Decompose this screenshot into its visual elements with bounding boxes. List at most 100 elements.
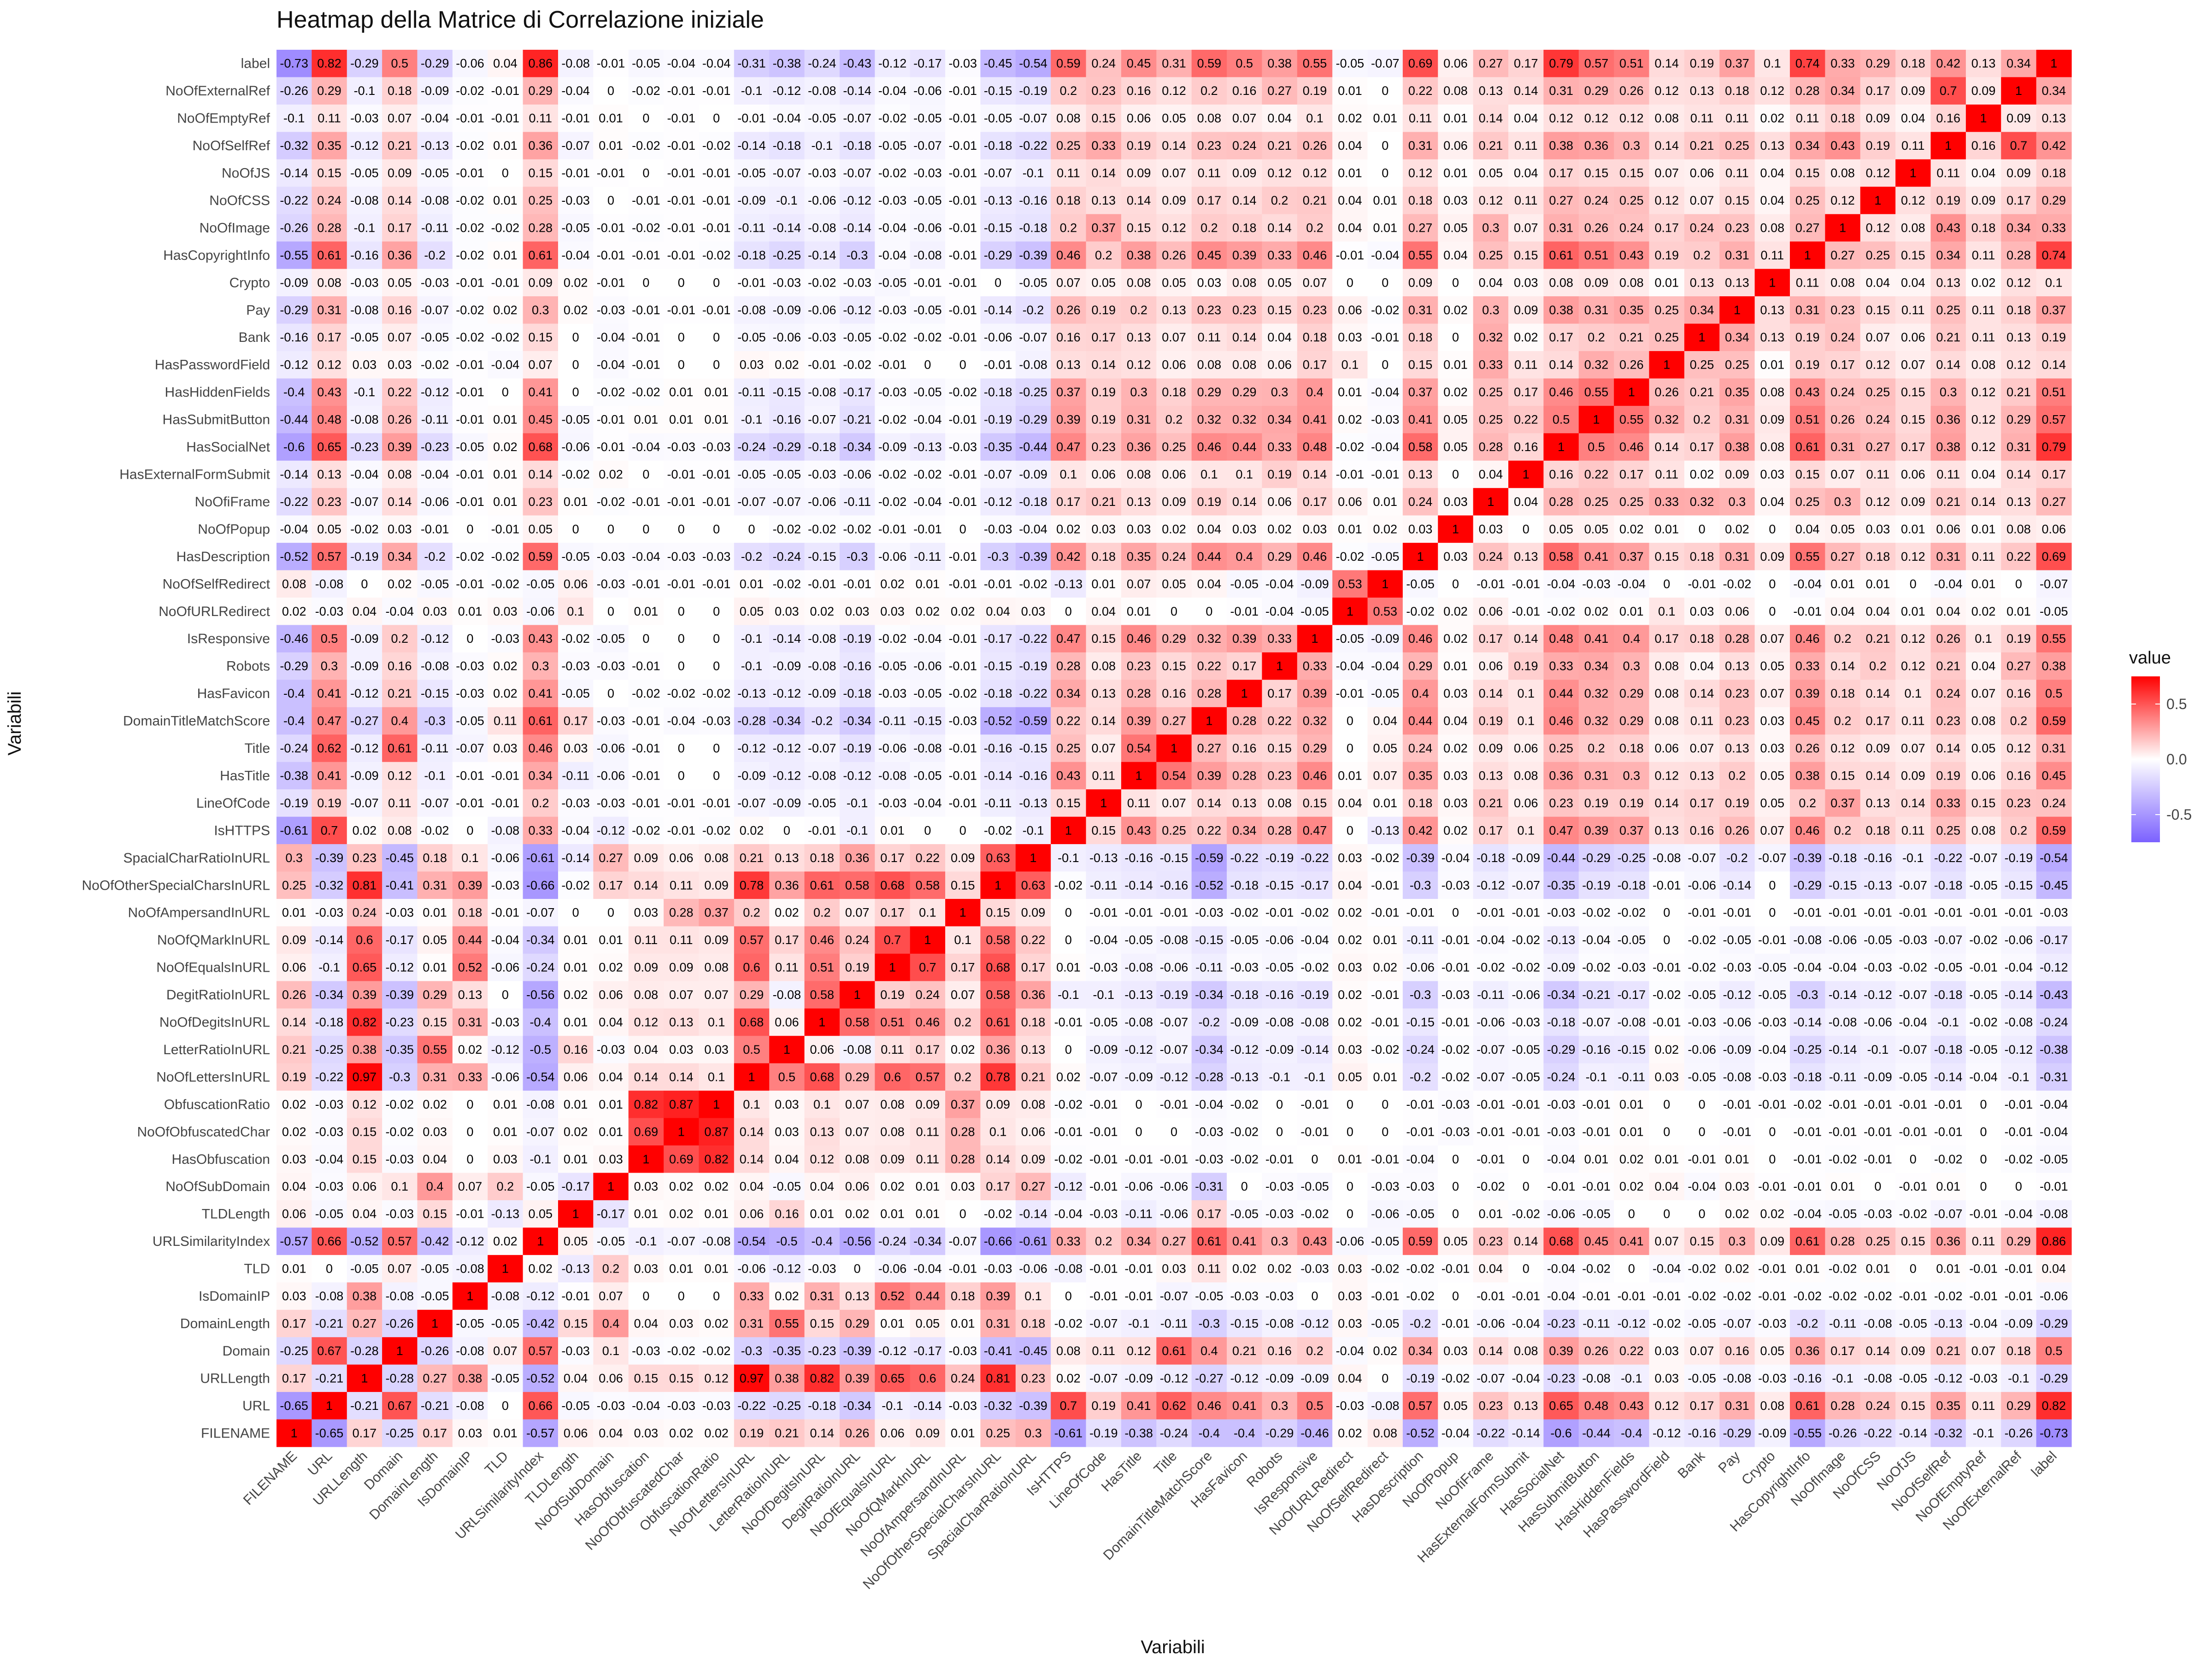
cell-value-label: 0.07 bbox=[1162, 796, 1186, 810]
cell-value-label: -0.01 bbox=[597, 276, 625, 289]
cell-value-label: -0.01 bbox=[491, 796, 520, 810]
cell-value-label: 0.01 bbox=[1936, 1262, 1960, 1276]
cell-value-label: 0.15 bbox=[353, 1152, 377, 1166]
cell-value-label: -0.08 bbox=[808, 221, 836, 235]
cell-value-label: 0.2 bbox=[1834, 714, 1852, 728]
cell-value-label: 0 bbox=[1171, 1125, 1177, 1139]
heatmap-cell bbox=[1684, 187, 1720, 215]
cell-value-label: 0.17 bbox=[1021, 961, 1046, 974]
cell-value-label: -0.05 bbox=[315, 1207, 344, 1221]
heatmap-cell bbox=[523, 187, 559, 215]
cell-value-label: 1 bbox=[1487, 495, 1494, 509]
heatmap-cell bbox=[875, 104, 911, 132]
cell-value-label: -0.02 bbox=[843, 522, 871, 536]
cell-value-label: 0.34 bbox=[1267, 413, 1292, 427]
cell-value-label: -0.11 bbox=[1583, 1316, 1610, 1330]
cell-value-label: 0.09 bbox=[634, 961, 659, 974]
heatmap-cell bbox=[1578, 159, 1614, 187]
cell-value-label: 0.17 bbox=[1232, 659, 1257, 673]
cell-value-label: -0.01 bbox=[948, 632, 977, 646]
cell-value-label: -0.13 bbox=[913, 440, 942, 454]
cell-value-label: 0.28 bbox=[1479, 440, 1503, 454]
cell-value-label: 0.03 bbox=[1866, 522, 1890, 536]
cell-value-label: -0.19 bbox=[1582, 878, 1611, 892]
heatmap-cell bbox=[2036, 77, 2072, 105]
cell-value-label: 0.01 bbox=[2006, 605, 2031, 618]
cell-value-label: 0.03 bbox=[669, 1043, 694, 1056]
cell-value-label: 0.01 bbox=[1373, 796, 1397, 810]
heatmap-cell bbox=[1191, 214, 1227, 242]
cell-value-label: -0.15 bbox=[808, 550, 836, 563]
heatmap-cell bbox=[347, 187, 382, 215]
cell-value-label: 0.18 bbox=[1408, 796, 1433, 810]
cell-value-label: -0.05 bbox=[808, 112, 836, 125]
heatmap-cell bbox=[1895, 50, 1931, 78]
cell-value-label: -0.02 bbox=[878, 330, 907, 344]
cell-value-label: 0.24 bbox=[353, 906, 377, 920]
cell-value-label: -0.26 bbox=[280, 84, 308, 98]
cell-value-label: -0.01 bbox=[1371, 1289, 1400, 1303]
cell-value-label: 0.3 bbox=[1271, 1234, 1288, 1248]
heatmap-cell bbox=[910, 214, 946, 242]
cell-value-label: 0.52 bbox=[458, 961, 482, 974]
cell-value-label: 0.18 bbox=[1408, 194, 1433, 207]
heatmap-cell bbox=[1156, 50, 1192, 78]
heatmap-cell bbox=[1790, 50, 1825, 78]
cell-value-label: -0.2 bbox=[1797, 1316, 1818, 1330]
cell-value-label: 1 bbox=[1769, 276, 1776, 289]
cell-value-label: 0.82 bbox=[317, 57, 341, 70]
cell-value-label: -0.01 bbox=[948, 276, 977, 289]
cell-value-label: -0.02 bbox=[1371, 851, 1400, 865]
heatmap-cell bbox=[734, 269, 770, 297]
cell-value-label: -0.01 bbox=[1582, 1289, 1611, 1303]
cell-value-label: -0.13 bbox=[421, 139, 449, 153]
cell-value-label: 0.32 bbox=[1197, 413, 1222, 427]
heatmap-cell bbox=[945, 132, 981, 160]
cell-value-label: 0.12 bbox=[1162, 221, 1186, 235]
cell-value-label: 0.38 bbox=[353, 1289, 377, 1303]
cell-value-label: -0.05 bbox=[913, 194, 942, 207]
cell-value-label: 0.17 bbox=[317, 330, 341, 344]
cell-value-label: 0.38 bbox=[1549, 139, 1573, 153]
cell-value-label: 0.26 bbox=[1619, 84, 1644, 98]
cell-value-label: -0.01 bbox=[1441, 933, 1470, 947]
cell-value-label: 0.4 bbox=[1235, 550, 1253, 563]
cell-value-label: -0.12 bbox=[1723, 988, 1752, 1002]
cell-value-label: 0.14 bbox=[669, 1070, 694, 1084]
cell-value-label: 0.12 bbox=[1654, 194, 1679, 207]
cell-value-label: -0.01 bbox=[1582, 1098, 1611, 1111]
cell-value-label: 0.44 bbox=[1549, 687, 1573, 700]
cell-value-label: 0.13 bbox=[775, 851, 799, 865]
cell-value-label: 0 bbox=[1874, 1180, 1881, 1193]
cell-value-label: 0.12 bbox=[1866, 166, 1890, 180]
cell-value-label: 0.24 bbox=[1619, 221, 1644, 235]
cell-value-label: 0.51 bbox=[1795, 413, 1820, 427]
cell-value-label: 0.11 bbox=[1796, 276, 1819, 289]
cell-value-label: 0.35 bbox=[317, 139, 341, 153]
cell-value-label: 0.03 bbox=[634, 1180, 659, 1193]
cell-value-label: 0.03 bbox=[1338, 851, 1362, 865]
cell-value-label: 0.17 bbox=[1866, 84, 1890, 98]
cell-value-label: -0.02 bbox=[948, 687, 977, 700]
cell-value-label: -0.07 bbox=[1934, 933, 1963, 947]
cell-value-label: 0.08 bbox=[1267, 796, 1292, 810]
heatmap-cell bbox=[1649, 214, 1685, 242]
heatmap-cell bbox=[945, 77, 981, 105]
cell-value-label: 0.02 bbox=[353, 823, 377, 837]
cell-value-label: 0.02 bbox=[1443, 605, 1468, 618]
cell-value-label: -0.01 bbox=[1688, 577, 1716, 591]
heatmap-cell bbox=[2001, 159, 2037, 187]
cell-value-label: 0.22 bbox=[1197, 823, 1222, 837]
cell-value-label: -0.15 bbox=[984, 221, 1012, 235]
cell-value-label: 0.38 bbox=[1127, 248, 1151, 262]
cell-value-label: 0.11 bbox=[1198, 330, 1221, 344]
cell-value-label: -0.01 bbox=[1160, 1098, 1188, 1111]
cell-value-label: 0.97 bbox=[353, 1070, 377, 1084]
cell-value-label: -0.15 bbox=[1230, 1316, 1259, 1330]
cell-value-label: -0.01 bbox=[1829, 906, 1857, 920]
heatmap-cell bbox=[1930, 50, 1966, 78]
cell-value-label: -0.03 bbox=[1758, 1070, 1787, 1084]
cell-value-label: 0.2 bbox=[1693, 413, 1711, 427]
cell-value-label: -0.01 bbox=[913, 522, 942, 536]
cell-value-label: -0.22 bbox=[1019, 687, 1047, 700]
